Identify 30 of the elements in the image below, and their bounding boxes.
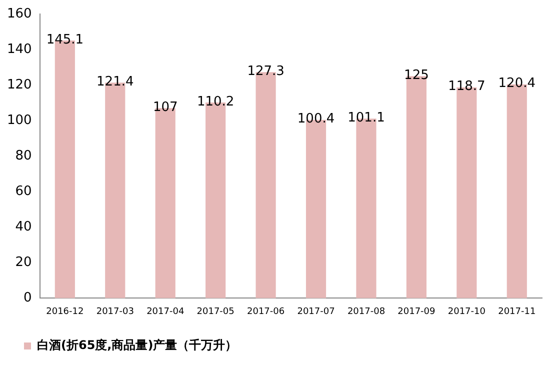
x-tick-label: 2017-05 [196, 306, 234, 317]
data-label: 100.4 [297, 112, 335, 127]
x-tick-label: 2017-07 [297, 306, 335, 317]
y-tick-label: 80 [15, 148, 32, 164]
x-tick-label: 2017-11 [498, 306, 536, 317]
x-tick-label: 2017-09 [398, 306, 436, 317]
data-label: 145.1 [46, 32, 84, 48]
data-label: 110.2 [196, 94, 234, 110]
data-label: 120.4 [498, 76, 536, 92]
y-tick-label: 60 [15, 184, 32, 199]
data-label: 118.7 [448, 79, 486, 94]
x-tick-label: 2017-04 [146, 306, 184, 317]
data-label: 121.4 [96, 74, 134, 90]
x-tick-label: 2017-03 [96, 306, 134, 317]
x-tick-label: 2017-10 [448, 306, 486, 317]
y-tick-label: 120 [6, 77, 32, 92]
y-tick-label: 0 [24, 290, 32, 306]
data-label: 125 [404, 68, 429, 84]
y-tick-label: 100 [6, 112, 32, 128]
legend-label: 白酒(折65度,商品量)产量（千万升） [37, 338, 238, 352]
y-tick-label: 40 [15, 220, 32, 235]
x-tick-label: 2016-12 [46, 306, 84, 317]
y-tick-label: 140 [6, 42, 32, 57]
y-tick-label: 160 [6, 6, 32, 22]
data-label: 101.1 [348, 110, 385, 126]
x-tick-label: 2017-08 [347, 306, 386, 317]
x-tick-label: 2017-06 [246, 306, 285, 317]
data-label: 107 [152, 100, 178, 116]
y-tick-label: 20 [15, 255, 32, 270]
data-label: 127.3 [247, 64, 284, 79]
